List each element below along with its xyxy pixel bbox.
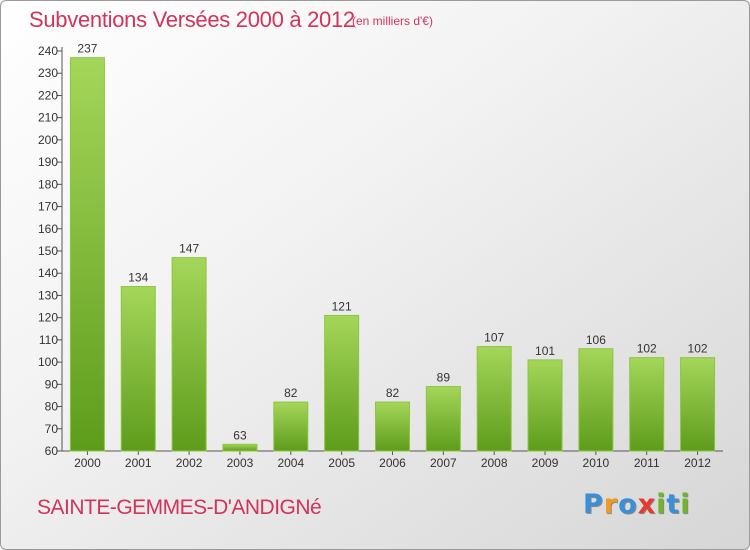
y-tick-label: 100 <box>38 355 58 369</box>
commune-name: SAINTE-GEMMES-D'ANDIGNé <box>37 496 322 519</box>
chart-axes: 60 70 80 90 100 110 120 130 140 150 160 170 180 190 20… <box>38 44 723 458</box>
y-tick-label: 180 <box>38 177 58 191</box>
x-tick-label-2000: 2000 <box>74 456 101 470</box>
value-label-2002: 147 <box>179 242 199 256</box>
bar-2006 <box>375 401 410 452</box>
logo-letter: t <box>666 489 681 520</box>
value-label-2001: 134 <box>128 271 148 285</box>
bar-2003 <box>222 443 258 452</box>
x-tick-label-2003: 2003 <box>227 456 254 470</box>
value-label-2012: 102 <box>688 342 708 356</box>
y-tick-label: 80 <box>45 400 59 414</box>
bar-2001 <box>120 286 156 452</box>
x-tick-label-2002: 2002 <box>176 456 203 470</box>
value-label-2006: 82 <box>386 386 400 400</box>
y-tick-label: 70 <box>45 422 59 436</box>
x-tick-label-2009: 2009 <box>532 456 559 470</box>
chart-unit: (en milliers d'€) <box>352 14 433 28</box>
value-label-2005: 121 <box>332 299 352 313</box>
bar-2008 <box>476 346 512 452</box>
bar-2009 <box>527 359 563 452</box>
y-tick-label: 120 <box>38 311 58 325</box>
x-tick-label-2007: 2007 <box>430 456 457 470</box>
logo-letter: i <box>680 489 691 520</box>
value-label-2004: 82 <box>284 386 298 400</box>
y-tick-label: 60 <box>45 444 59 458</box>
value-label-2000: 237 <box>77 42 97 56</box>
logo-letter: P <box>583 489 604 520</box>
value-label-2009: 101 <box>535 344 555 358</box>
bar-2010 <box>578 348 614 452</box>
x-tick-label-2011: 2011 <box>634 456 660 470</box>
logo-letter: x <box>637 489 657 520</box>
logo-letter: o <box>618 489 638 520</box>
y-tick-label: 160 <box>38 222 58 236</box>
y-tick-label: 130 <box>38 288 58 302</box>
chart-title: Subventions Versées 2000 à 2012 <box>29 7 355 32</box>
value-label-2003: 63 <box>233 428 247 442</box>
y-tick-label: 220 <box>38 88 58 102</box>
logo-letter: i <box>656 489 667 520</box>
bar-2002 <box>171 257 207 452</box>
bar-2011 <box>629 357 665 452</box>
x-tick-label-2006: 2006 <box>379 456 406 470</box>
y-tick-label: 190 <box>38 155 58 169</box>
y-tick-label: 110 <box>39 333 58 347</box>
y-tick-label: 230 <box>38 66 58 80</box>
value-label-2007: 89 <box>437 371 451 385</box>
x-tick-label-2001: 2001 <box>125 456 152 470</box>
y-tick-label: 200 <box>38 133 58 147</box>
bar-2000 <box>69 57 105 452</box>
bar-2007 <box>425 386 461 452</box>
bar-2012 <box>680 357 716 452</box>
value-label-2011: 102 <box>637 342 657 356</box>
proxiti-logo: Proxiti <box>583 489 691 520</box>
chart-labels: 237 2000 134 2001 147 2002 63 2003 82 2004 121 2005… <box>74 42 711 470</box>
x-tick-label-2004: 2004 <box>277 456 304 470</box>
x-tick-label-2012: 2012 <box>684 456 711 470</box>
x-tick-label-2005: 2005 <box>328 456 355 470</box>
chart-bars <box>69 57 716 452</box>
y-tick-label: 170 <box>38 200 58 214</box>
x-tick-label-2008: 2008 <box>481 456 508 470</box>
y-tick-label: 210 <box>38 111 58 125</box>
y-tick-label: 150 <box>38 244 58 258</box>
bar-2004 <box>273 401 309 452</box>
value-label-2010: 106 <box>586 333 606 347</box>
x-tick-label-2010: 2010 <box>583 456 610 470</box>
y-tick-label: 90 <box>45 377 59 391</box>
logo-letter: r <box>603 489 619 520</box>
bar-2005 <box>324 314 360 452</box>
value-label-2008: 107 <box>484 331 504 345</box>
y-tick-label: 140 <box>38 266 58 280</box>
y-tick-label: 240 <box>38 44 58 58</box>
